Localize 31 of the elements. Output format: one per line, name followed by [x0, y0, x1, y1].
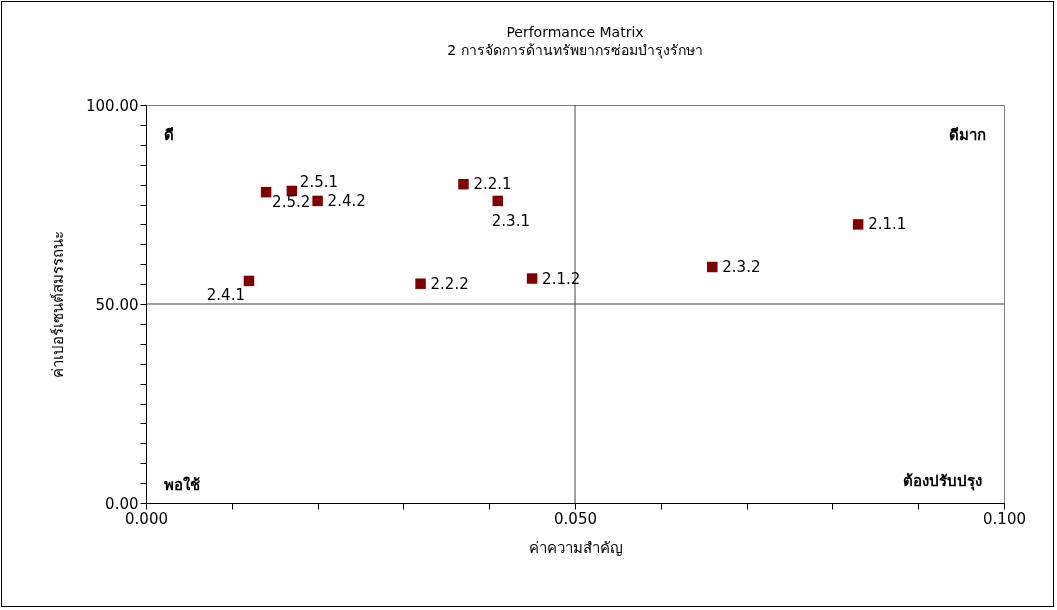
x-axis-title: ค่าความสำคัญ [528, 538, 623, 557]
point [243, 275, 255, 287]
chart-subtitle: 2 การจัดการด้านทรัพยากรซ่อมบำรุงรักษา [447, 42, 703, 59]
annotation: พอใช้ [164, 476, 200, 494]
annotation: 2.3.2 [722, 257, 761, 276]
annotation: ดีมาก [949, 126, 986, 144]
x-tick-label: 0.100 [983, 509, 1026, 528]
annotation: 2.5.1 [299, 172, 339, 191]
annotation: 2.2.2 [430, 274, 469, 293]
annotation: 2.3.1 [491, 211, 530, 230]
annotation: 2.1.1 [868, 215, 907, 234]
annotation: 2.4.2 [327, 191, 366, 210]
y-tick-label: 50.00 [95, 295, 139, 314]
point [526, 273, 538, 284]
chart-title: Performance Matrix [506, 24, 644, 40]
annotation: 2.2.1 [473, 175, 512, 194]
annotation: ดี [164, 126, 174, 144]
annotation: 2.4.1 [206, 285, 245, 304]
x-tick-label: 0.050 [554, 509, 597, 528]
annotation: 2.5.2 [272, 193, 311, 212]
point [852, 219, 864, 230]
annotation: ต้องปรับปรุง [903, 472, 982, 491]
point [707, 261, 718, 273]
point [415, 278, 426, 289]
point [458, 178, 469, 190]
point [260, 186, 272, 198]
y-axis-title: ค่าเปอร์เซนต์สมรรถนะ [49, 231, 68, 378]
y-tick-label: 100.00 [86, 96, 139, 115]
annotation: 2.1.2 [542, 269, 581, 288]
point [312, 195, 323, 207]
point [492, 195, 504, 207]
